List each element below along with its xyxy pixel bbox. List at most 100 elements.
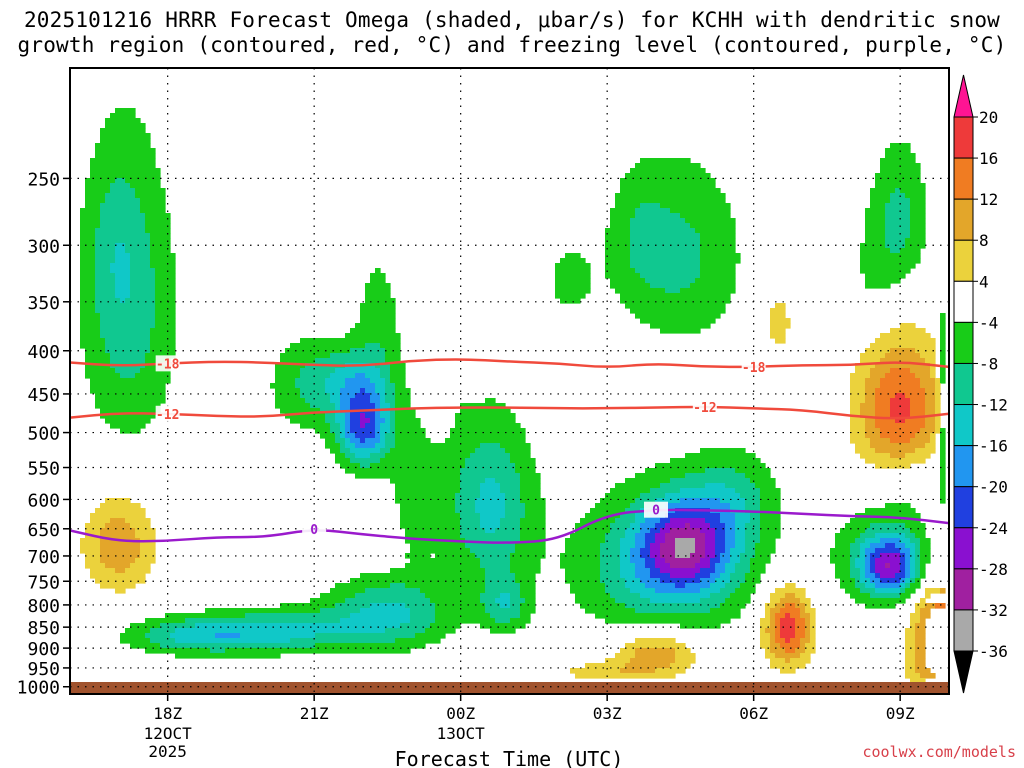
omega-shade-cell: [345, 383, 376, 389]
omega-shade-cell: [795, 593, 806, 599]
omega-shade-cell: [710, 608, 741, 614]
omega-shade-cell: [920, 383, 936, 389]
omega-shade-cell: [900, 568, 906, 574]
omega-shade-cell: [610, 488, 651, 494]
omega-shade-cell: [630, 258, 701, 264]
omega-shade-cell: [880, 358, 926, 364]
omega-shade-cell: [575, 523, 611, 529]
omega-shade-cell: [275, 373, 301, 379]
omega-shade-cell: [570, 533, 606, 539]
omega-shade-cell: [390, 368, 406, 374]
omega-shade-cell: [750, 568, 766, 574]
omega-shade-cell: [890, 563, 901, 569]
omega-shade-cell: [410, 548, 471, 554]
omega-shade-cell: [125, 518, 151, 524]
omega-shade-cell: [555, 278, 591, 284]
chart-title-line-1: 2025101216 HRRR Forecast Omega (shaded, …: [23, 8, 1001, 32]
omega-shade-cell: [905, 673, 921, 679]
omega-shade-cell: [650, 323, 711, 329]
omega-shade-cell: [910, 553, 916, 559]
contour-line-0: [70, 508, 949, 544]
omega-shade-cell: [520, 473, 541, 479]
omega-shade-cell: [585, 663, 626, 669]
omega-shade-cell: [785, 638, 791, 644]
omega-shade-cell: [910, 213, 926, 219]
omega-shade-cell: [850, 383, 866, 389]
omega-shade-cell: [925, 388, 936, 394]
omega-shade-cell: [685, 218, 736, 224]
omega-shade-cell: [130, 293, 156, 299]
omega-shade-cell: [660, 548, 676, 554]
omega-shade-cell: [395, 428, 426, 434]
omega-shade-cell: [665, 558, 701, 564]
omega-shade-cell: [370, 463, 466, 469]
omega-shade-cell: [760, 643, 771, 649]
omega-shade-cell: [870, 203, 886, 209]
chart-title-line-2: growth region (contoured, red, °C) and f…: [17, 33, 1007, 57]
omega-shade-cell: [460, 533, 521, 539]
omega-shade-cell: [155, 313, 176, 319]
omega-shade-cell: [465, 543, 516, 549]
omega-shade-cell: [395, 393, 411, 399]
omega-shade-cell: [900, 538, 911, 544]
omega-shade-cell: [600, 543, 621, 549]
omega-shade-cell: [365, 288, 391, 294]
omega-shade-cell: [275, 378, 296, 384]
contour-line--12: [70, 405, 949, 420]
omega-shade-cell: [760, 493, 781, 499]
omega-shade-cell: [155, 283, 176, 289]
omega-shade-cell: [890, 453, 906, 459]
omega-shade-cell: [575, 673, 676, 679]
omega-shade-cell: [885, 563, 891, 569]
omega-shade-cell: [730, 548, 746, 554]
y-tick-label-700: 700: [27, 547, 60, 568]
omega-shade-cell: [850, 543, 861, 549]
omega-shade-cell: [765, 628, 776, 634]
omega-shade-cell: [195, 623, 401, 629]
omega-shade-cell: [940, 358, 946, 364]
omega-shade-cell: [900, 248, 921, 254]
omega-shade-cell: [650, 528, 661, 534]
omega-shade-cell: [335, 603, 371, 609]
omega-shade-cell: [630, 503, 651, 509]
omega-shade-cell: [865, 398, 876, 404]
omega-shade-cell: [525, 598, 536, 604]
omega-shade-cell: [790, 658, 811, 664]
omega-shade-cell: [665, 288, 681, 294]
omega-shade-cell: [155, 278, 176, 284]
omega-shade-cell: [505, 508, 526, 514]
y-tick-label-650: 650: [27, 520, 60, 541]
omega-shade-cell: [635, 213, 681, 219]
omega-shade-cell: [795, 648, 806, 654]
omega-shade-cell: [120, 633, 146, 639]
omega-shade-cell: [930, 438, 936, 444]
omega-shade-cell: [875, 533, 906, 539]
omega-shade-cell: [645, 543, 651, 549]
omega-shade-cell: [555, 283, 591, 289]
omega-shade-cell: [810, 628, 816, 634]
omega-shade-cell: [910, 368, 931, 374]
omega-shade-cell: [105, 123, 146, 129]
omega-shade-cell: [100, 533, 136, 539]
omega-shade-cell: [435, 553, 476, 559]
omega-shade-cell: [340, 423, 346, 429]
omega-shade-cell: [680, 498, 721, 504]
omega-shade-cell: [350, 578, 486, 584]
omega-shade-cell: [410, 558, 481, 564]
omega-shade-cell: [785, 593, 796, 599]
omega-shade-cell: [875, 563, 886, 569]
omega-shade-cell: [175, 638, 291, 644]
omega-shade-cell: [500, 483, 521, 489]
omega-shade-cell: [940, 333, 946, 339]
omega-shade-cell: [625, 603, 721, 609]
omega-shade-cell: [890, 193, 906, 199]
omega-shade-cell: [895, 393, 906, 399]
omega-shade-cell: [885, 233, 911, 239]
omega-shade-cell: [760, 488, 781, 494]
omega-shade-cell: [675, 648, 691, 654]
omega-shade-cell: [555, 293, 586, 299]
omega-shade-cell: [735, 543, 746, 549]
omega-shade-cell: [935, 383, 941, 389]
omega-shade-cell: [695, 538, 706, 544]
omega-shade-cell: [625, 173, 711, 179]
